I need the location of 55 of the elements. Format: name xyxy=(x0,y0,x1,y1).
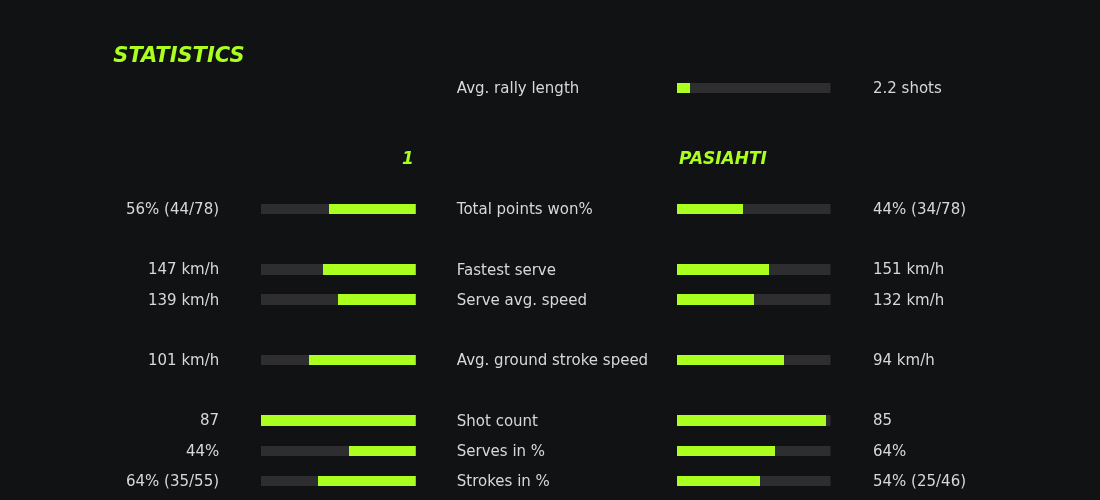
text: 85 xyxy=(873,411,893,429)
bar xyxy=(676,82,691,94)
bar xyxy=(676,445,776,456)
bar xyxy=(775,445,831,456)
bar xyxy=(676,415,826,426)
y-tick-label: Total points won% xyxy=(455,200,593,219)
text: 139 km/h xyxy=(148,291,220,309)
bar xyxy=(260,264,323,275)
y-tick-label: Avg. rally length xyxy=(456,79,580,98)
text: 147 km/h xyxy=(148,260,220,278)
text: 64% xyxy=(873,442,907,460)
bar xyxy=(260,294,339,305)
bar xyxy=(742,203,831,215)
bar xyxy=(260,445,350,456)
text: 101 km/h xyxy=(148,351,220,369)
text: 54% (25/46) xyxy=(873,472,967,490)
text: 44% xyxy=(186,442,220,460)
text: 56% (44/78) xyxy=(126,200,220,218)
y-tick-label: Strokes in % xyxy=(456,472,550,491)
bar xyxy=(768,264,831,275)
bar xyxy=(759,475,831,487)
text: 87 xyxy=(200,411,220,429)
bar xyxy=(349,445,416,456)
bar xyxy=(784,354,831,366)
bar xyxy=(260,415,416,426)
bar xyxy=(338,294,416,305)
y-tick-label: Fastest serve xyxy=(456,260,556,279)
y-tick-label: Avg. ground stroke speed xyxy=(456,351,649,370)
text: 94 km/h xyxy=(873,351,935,369)
bar xyxy=(260,203,329,215)
y-tick-label: Shot count xyxy=(456,411,539,430)
text: 64% (35/55) xyxy=(126,472,220,490)
text: 44% (34/78) xyxy=(873,200,967,218)
bar xyxy=(676,354,785,366)
text: 132 km/h xyxy=(873,291,945,309)
y-tick-label: Serves in % xyxy=(456,441,546,460)
bar xyxy=(753,294,831,305)
y-tick-label: Serve avg. speed xyxy=(456,290,588,309)
bar xyxy=(260,354,309,366)
bar xyxy=(328,203,416,215)
text: 2.2 shots xyxy=(873,79,942,97)
bar xyxy=(308,354,416,366)
bar xyxy=(676,475,760,487)
bar xyxy=(676,264,769,275)
bar xyxy=(676,294,754,305)
bar xyxy=(322,264,416,275)
text: PASIAHTI xyxy=(679,148,767,168)
chart-title: STATISTICS xyxy=(113,43,245,68)
text: 1 xyxy=(402,148,414,168)
text: 151 km/h xyxy=(873,260,945,278)
bar xyxy=(690,82,831,94)
bar xyxy=(825,415,831,426)
bar xyxy=(676,203,743,215)
bar xyxy=(260,475,319,487)
bar xyxy=(318,475,416,487)
